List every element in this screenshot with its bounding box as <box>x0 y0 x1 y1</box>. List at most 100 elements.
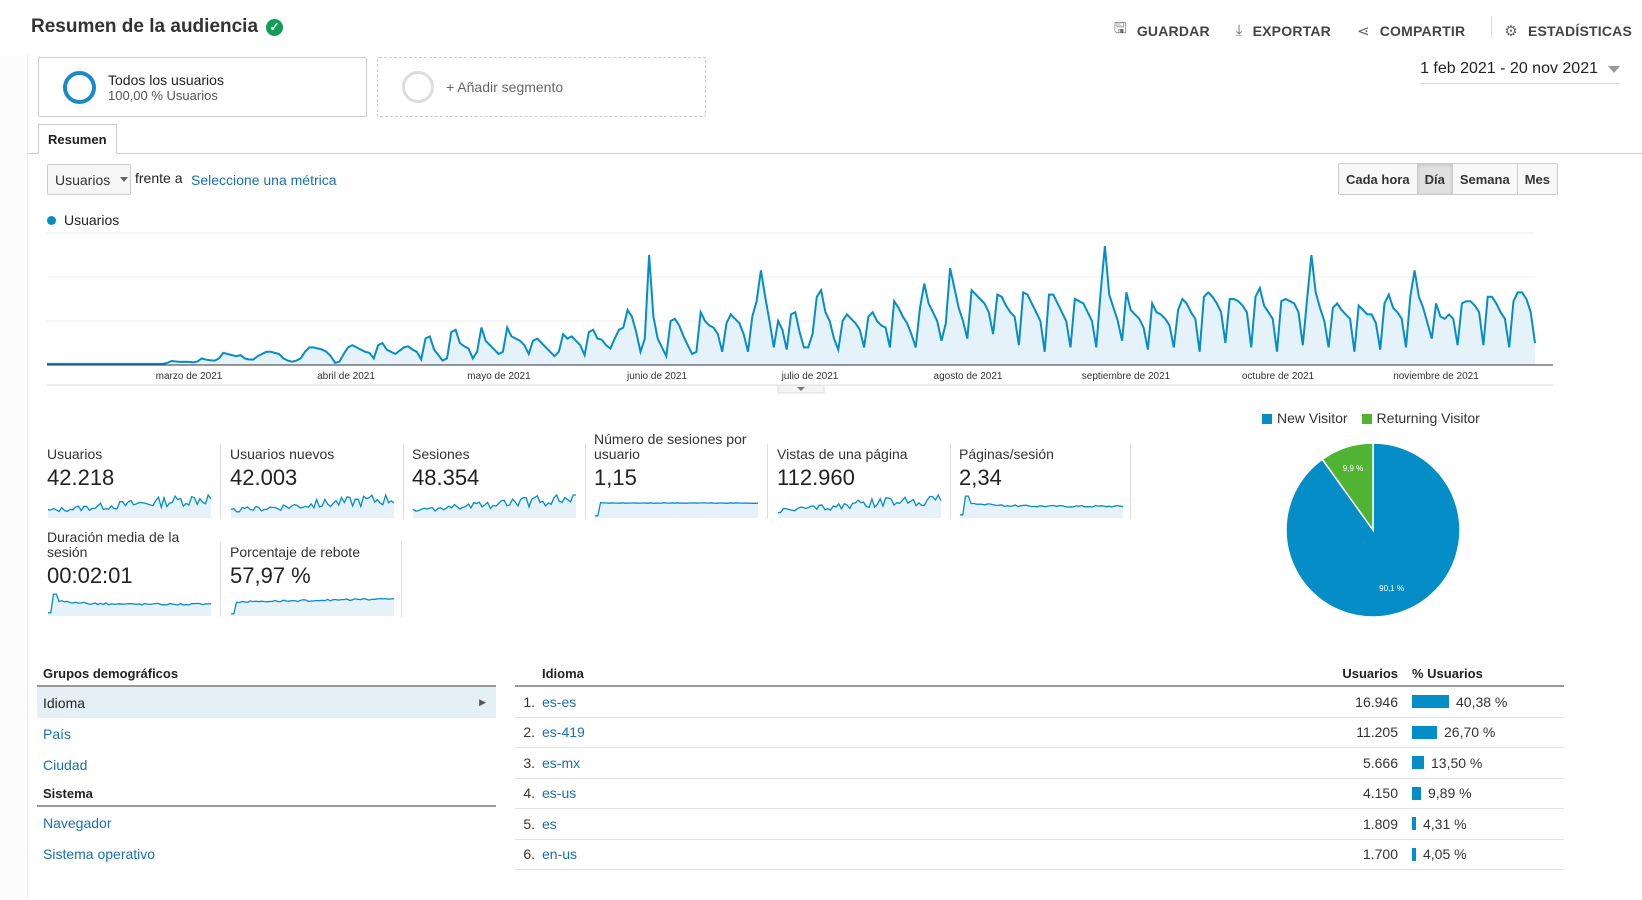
date-range-picker[interactable]: 1 feb 2021 - 20 nov 2021 <box>1420 60 1620 84</box>
metric-tile[interactable]: Usuarios nuevos 42.003 <box>230 430 402 518</box>
demo-item-sistema-operativo[interactable]: Sistema operativo <box>37 838 496 869</box>
insights-button[interactable]: ⚙ ESTADÍSTICAS <box>1504 18 1632 43</box>
verified-check-icon: ✓ <box>266 18 284 36</box>
select-metric-link[interactable]: Seleccione una métrica <box>191 172 337 188</box>
metric-value: 2,34 <box>959 465 1002 490</box>
sparkline-fill <box>231 598 394 616</box>
granularity-hour[interactable]: Cada hora <box>1339 164 1418 194</box>
x-tick-label: noviembre de 2021 <box>1393 371 1479 382</box>
table-row: 2. es-419 11.205 26,70 % <box>515 718 1564 748</box>
metric-tile[interactable]: Número de sesiones por usuario 1,15 <box>594 430 766 518</box>
sparkline-line <box>47 493 212 513</box>
chevron-down-icon <box>120 177 129 182</box>
series-line-usuarios <box>47 246 1536 365</box>
table-row: 1. es-es 16.946 40,38 % <box>515 687 1564 718</box>
granularity-day[interactable]: Día <box>1417 164 1453 194</box>
granularity-week[interactable]: Semana <box>1452 164 1518 194</box>
download-icon: ⤓ <box>1235 22 1243 39</box>
row-pct: 40,38 % <box>1456 693 1508 710</box>
metric-sparkline <box>231 597 395 616</box>
demo-item-label: País <box>43 725 72 742</box>
metric-divider <box>220 542 221 617</box>
language-link[interactable]: en-us <box>542 846 578 863</box>
metric-value: 48.354 <box>412 465 480 490</box>
metric-value: 57,97 % <box>230 563 311 588</box>
chevron-down-icon <box>797 387 805 391</box>
save-button[interactable]: 🖫 GUARDAR <box>1114 18 1210 43</box>
language-table: Idioma Usuarios % Usuarios 1. es-es 16.946… <box>515 666 1564 870</box>
x-tick-label: agosto de 2021 <box>934 371 1003 382</box>
language-link[interactable]: es-us <box>542 785 577 802</box>
demo-item-navegador[interactable]: Navegador <box>37 807 496 838</box>
sparkline-fill <box>48 594 211 616</box>
tab-resumen[interactable]: Resumen <box>38 124 117 154</box>
export-button[interactable]: ⤓ EXPORTAR <box>1236 18 1331 43</box>
insights-label: ESTADÍSTICAS <box>1527 22 1632 39</box>
pie-legend-new: New Visitor <box>1262 410 1348 426</box>
language-link[interactable]: es-419 <box>542 724 585 741</box>
demo-item-ciudad[interactable]: Ciudad <box>37 749 496 780</box>
floppy-disk-icon: 🖫 <box>1113 20 1127 37</box>
metric-label: Usuarios nuevos <box>230 446 335 462</box>
metric-dropdown-value: Usuarios <box>55 171 111 188</box>
x-tick-label: julio de 2021 <box>781 371 839 382</box>
pie-slice-returning-visitor <box>1321 442 1374 533</box>
row-index: 5. <box>523 815 535 832</box>
legend-swatch <box>1361 414 1372 424</box>
metric-label: Porcentaje de rebote <box>230 544 360 560</box>
pct-bar <box>1412 847 1416 861</box>
granularity-month[interactable]: Mes <box>1517 164 1557 194</box>
metric-dropdown[interactable]: Usuarios <box>47 164 131 195</box>
series-area-fill <box>47 246 1535 365</box>
metric-label: Usuarios <box>47 446 103 462</box>
pie-data-label: 90,1 % <box>1379 584 1404 593</box>
x-tick-label: septiembre de 2021 <box>1082 371 1171 382</box>
left-rail <box>0 55 28 900</box>
language-link[interactable]: es-mx <box>542 754 581 771</box>
demo-item-pais[interactable]: País <box>37 718 496 749</box>
empty-ring-icon <box>402 71 434 103</box>
sparkline-line <box>777 493 942 514</box>
language-link[interactable]: es <box>542 815 557 832</box>
metric-tile[interactable]: Vistas de una página 112.960 <box>777 430 949 518</box>
x-tick-label: octubre de 2021 <box>1242 371 1315 382</box>
sparkline-line <box>230 493 395 513</box>
pct-bar <box>1412 817 1416 831</box>
metric-label: Sesiones <box>412 446 470 462</box>
metric-sparkline <box>48 593 212 616</box>
x-tick-label: junio de 2021 <box>626 371 687 382</box>
language-link[interactable]: es-es <box>542 693 577 710</box>
metric-value: 1,15 <box>594 465 637 490</box>
pct-bar <box>1412 786 1421 800</box>
demographics-panel: Grupos demográficos Idioma ▶ País Ciudad … <box>37 666 496 869</box>
row-index: 2. <box>523 724 535 741</box>
pie-legend: New Visitor Returning Visitor <box>1262 410 1480 426</box>
table-row: 6. en-us 1.700 4,05 % <box>515 840 1564 870</box>
metric-tile[interactable]: Sesiones 48.354 <box>412 430 584 518</box>
demo-item-label: Sistema operativo <box>43 845 156 862</box>
metric-tile[interactable]: Duración media de la sesión 00:02:01 <box>47 528 219 616</box>
col-idioma: Idioma <box>542 666 584 681</box>
metric-tile[interactable]: Porcentaje de rebote 57,97 % <box>230 528 402 616</box>
metric-tile[interactable]: Páginas/sesión 2,34 <box>959 430 1131 518</box>
x-tick-label: abril de 2021 <box>317 371 375 382</box>
metric-divider <box>401 542 402 617</box>
demo-item-label: Navegador <box>43 814 112 831</box>
x-tick-label: marzo de 2021 <box>156 371 223 382</box>
metric-label: Páginas/sesión <box>959 446 1054 462</box>
metric-divider <box>950 444 951 519</box>
sparkline-fill <box>778 495 941 518</box>
row-pct-cell: 40,38 % <box>1412 694 1564 710</box>
add-segment-button[interactable]: + Añadir segmento <box>377 57 706 117</box>
insights-icon: ⚙ <box>1504 22 1518 40</box>
metric-value: 42.003 <box>230 465 298 490</box>
metric-tile[interactable]: Usuarios 42.218 <box>47 430 219 518</box>
row-users: 4.150 <box>1362 785 1398 802</box>
sparkline-line <box>595 502 759 517</box>
row-pct: 4,31 % <box>1423 815 1467 832</box>
segment-all-users[interactable]: Todos los usuarios 100,00 % Usuarios <box>38 57 367 117</box>
legend-dot <box>47 215 56 225</box>
demo-item-idioma[interactable]: Idioma ▶ <box>37 687 496 718</box>
share-button[interactable]: ⋖ COMPARTIR <box>1357 18 1465 43</box>
demo-item-label: Ciudad <box>43 756 88 773</box>
